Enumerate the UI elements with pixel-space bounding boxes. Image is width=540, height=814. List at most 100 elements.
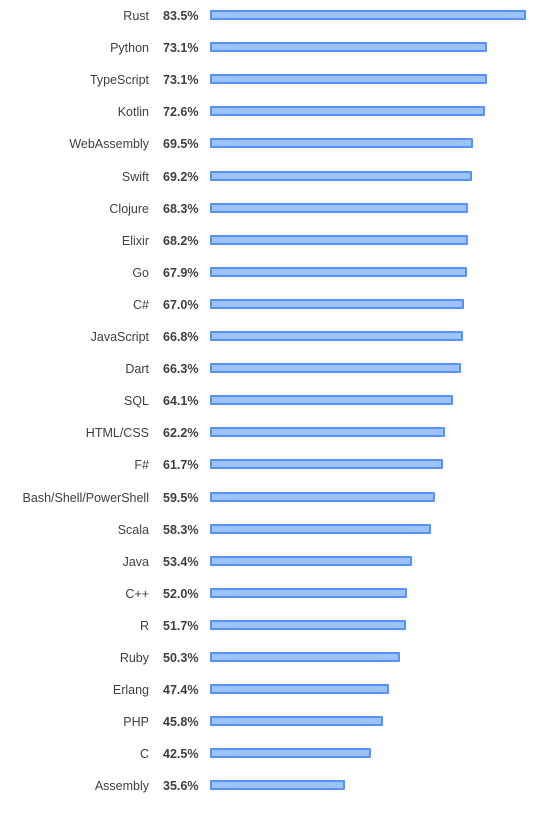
chart-row: SQL 64.1% [0,385,540,417]
bar [210,170,472,181]
category-label: Ruby [119,651,149,665]
chart-row: Elixir 68.2% [0,225,540,257]
category-label: Assembly [94,779,149,794]
category-label: Python [110,41,149,56]
chart-row: Swift 69.2% [0,161,540,193]
chart-row: Ruby 50.3% [0,642,540,674]
bar [210,266,467,277]
bar [210,780,345,791]
value-label: 73.1% [163,73,199,88]
category-label: Go [132,265,149,280]
bar [210,138,473,149]
category-label: Dart [125,362,149,377]
chart-row: Erlang 47.4% [0,674,540,706]
chart-row: C 42.5% [0,738,540,770]
chart-row: Bash/Shell/PowerShell 59.5% [0,482,540,514]
bar [210,395,453,406]
chart-row: R 51.7% [0,610,540,642]
category-label: Bash/Shell/PowerShell [22,490,149,505]
bar [210,298,464,309]
value-label: 50.3% [163,651,199,665]
category-label: Elixir [121,233,149,248]
chart-row: Scala 58.3% [0,514,540,546]
value-label: 67.0% [163,297,199,312]
value-label: 68.2% [163,233,199,248]
bar [210,619,406,630]
bar [210,652,400,662]
chart-row: Rust 83.5% [0,0,540,32]
category-label: Java [122,554,149,569]
bar [210,555,412,566]
chart-row: JavaScript 66.8% [0,321,540,353]
bar [210,234,468,245]
bar [210,459,443,470]
chart-row: C# 67.0% [0,289,540,321]
value-label: 69.2% [163,169,199,184]
category-label: Clojure [109,201,149,216]
bar [210,716,383,727]
value-label: 73.1% [163,41,199,56]
category-label: Swift [121,169,149,184]
category-label: Kotlin [117,105,149,120]
category-label: SQL [123,394,149,409]
category-label: PHP [123,715,149,730]
chart-row: PHP 45.8% [0,706,540,738]
category-label: Scala [117,522,149,537]
category-label: C [139,747,149,762]
chart-row: TypeScript 73.1% [0,64,540,96]
bar [210,74,487,85]
category-label: JavaScript [90,330,149,344]
bar [210,10,526,20]
value-label: 47.4% [163,683,199,698]
value-label: 83.5% [163,9,199,23]
value-label: 59.5% [163,490,199,505]
bar [210,491,435,502]
bar [210,42,487,53]
value-label: 68.3% [163,201,199,216]
value-label: 45.8% [163,715,199,730]
value-label: 53.4% [163,554,199,569]
category-label: R [139,618,149,633]
chart-row: F# 61.7% [0,449,540,481]
category-label: C# [133,297,149,312]
value-label: 67.9% [163,265,199,280]
bar [210,587,407,598]
chart-row: Assembly 35.6% [0,770,540,802]
bar [210,523,431,534]
category-label: F# [134,458,149,473]
bar [210,427,445,438]
chart-row: C++ 52.0% [0,578,540,610]
value-label: 42.5% [163,747,199,762]
bar [210,106,485,117]
category-label: TypeScript [89,73,149,88]
bar [210,363,461,374]
value-label: 51.7% [163,618,199,633]
chart-row: HTML/CSS 62.2% [0,417,540,449]
bar [210,202,468,213]
chart-row: Go 67.9% [0,257,540,289]
chart-row: Kotlin 72.6% [0,96,540,128]
chart-row: Python 73.1% [0,32,540,64]
chart-row: Java 53.4% [0,546,540,578]
value-label: 52.0% [163,586,199,601]
value-label: 69.5% [163,137,199,152]
bar [210,748,371,759]
value-label: 35.6% [163,779,199,794]
value-label: 64.1% [163,394,199,409]
value-label: 72.6% [163,105,199,120]
bar [210,331,463,341]
category-label: WebAssembly [69,137,149,152]
bar [210,684,389,695]
category-label: C++ [125,586,149,601]
value-label: 58.3% [163,522,199,537]
category-label: Rust [123,9,149,23]
value-label: 61.7% [163,458,199,473]
value-label: 62.2% [163,426,199,441]
category-label: HTML/CSS [85,426,149,441]
chart-row: Dart 66.3% [0,353,540,385]
chart-row: Clojure 68.3% [0,193,540,225]
value-label: 66.3% [163,362,199,377]
chart-row: WebAssembly 69.5% [0,128,540,160]
category-label: Erlang [112,683,149,698]
